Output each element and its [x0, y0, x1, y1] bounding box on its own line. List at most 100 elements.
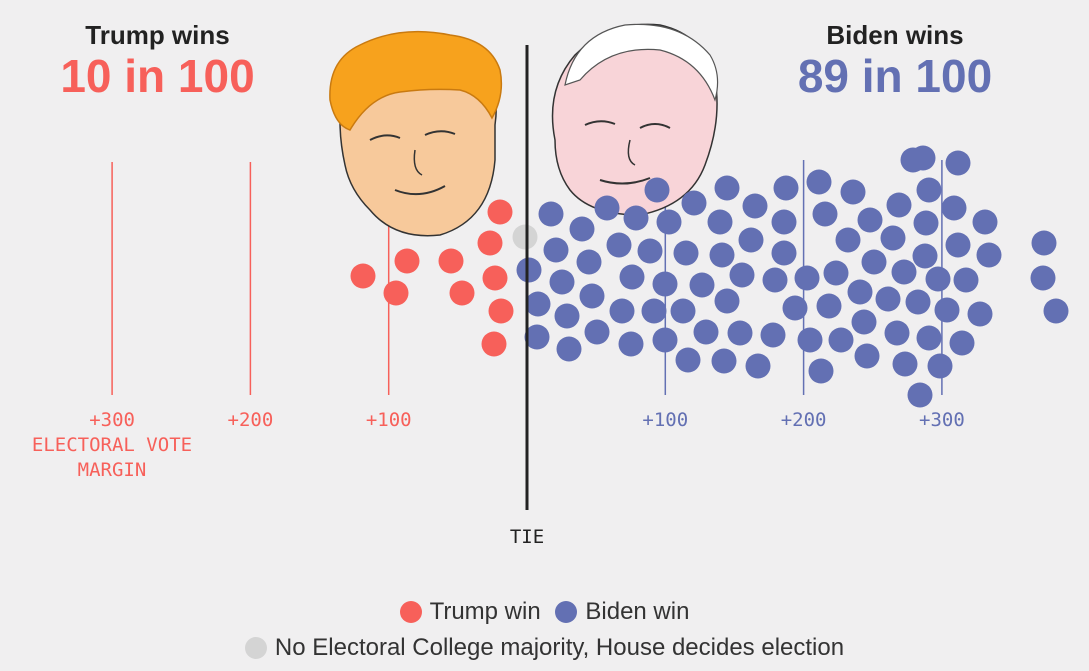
- biden-win-dot: [823, 260, 849, 286]
- biden-wins-label: Biden wins: [826, 20, 964, 50]
- biden-win-dot: [543, 237, 569, 263]
- biden-win-dot: [693, 319, 719, 345]
- biden-win-dot: [689, 272, 715, 298]
- biden-win-dot: [900, 147, 926, 173]
- tick-labels: +300 +200 +100 +100 +200 +300: [89, 409, 965, 431]
- biden-win-dot: [742, 193, 768, 219]
- biden-win-dot: [773, 175, 799, 201]
- biden-win-dot: [619, 264, 645, 290]
- house-decides-dot: [512, 224, 538, 250]
- biden-win-dot: [812, 201, 838, 227]
- biden-win-dot: [884, 320, 910, 346]
- biden-face-illustration: [551, 23, 719, 216]
- right-tick-label-200: +200: [781, 409, 827, 431]
- biden-win-dot: [579, 283, 605, 309]
- legend-biden-label: Biden win: [585, 598, 690, 625]
- biden-win-dot: [886, 192, 912, 218]
- biden-win-dot: [709, 242, 735, 268]
- biden-win-dot: [907, 382, 933, 408]
- biden-win-dot: [1031, 230, 1057, 256]
- biden-win-dot: [794, 265, 820, 291]
- biden-win-dot: [847, 279, 873, 305]
- biden-win-dot: [851, 309, 877, 335]
- biden-win-dot: [945, 150, 971, 176]
- right-tick-label-100: +100: [642, 409, 688, 431]
- biden-win-dot: [538, 201, 564, 227]
- legend-item-tie: No Electoral College majority, House dec…: [244, 634, 845, 662]
- trump-face-illustration: [329, 30, 503, 237]
- legend-tie-label: No Electoral College majority, House dec…: [274, 634, 845, 661]
- trump-win-dot: [487, 199, 513, 225]
- biden-win-dot: [762, 267, 788, 293]
- biden-win-dot: [941, 195, 967, 221]
- left-tick-label-200: +200: [228, 409, 274, 431]
- xlabel-line2: MARGIN: [78, 459, 147, 481]
- biden-win-dot: [808, 358, 834, 384]
- biden-win-dot: [745, 353, 771, 379]
- biden-win-dot: [828, 327, 854, 353]
- biden-win-dot: [854, 343, 880, 369]
- biden-win-dot: [953, 267, 979, 293]
- legend-primary: Trump win Biden win: [0, 598, 1089, 630]
- biden-win-dot: [729, 262, 755, 288]
- biden-win-dot: [934, 297, 960, 323]
- legend-item-trump: Trump win: [399, 598, 541, 626]
- biden-win-dot: [584, 319, 610, 345]
- biden-win-dot: [891, 259, 917, 285]
- biden-win-dot: [880, 225, 906, 251]
- trump-win-dot: [438, 248, 464, 274]
- legend-secondary: No Electoral College majority, House dec…: [0, 634, 1089, 666]
- biden-win-dot: [569, 216, 595, 242]
- xlabel-line1: ELECTORAL VOTE: [32, 434, 192, 456]
- biden-win-dot: [797, 327, 823, 353]
- biden-win-dot: [912, 243, 938, 269]
- biden-win-dot: [816, 293, 842, 319]
- biden-win-dot: [1043, 298, 1069, 324]
- biden-win-dot: [916, 177, 942, 203]
- biden-win-dot: [606, 232, 632, 258]
- biden-win-dot: [875, 286, 901, 312]
- biden-win-dot: [760, 322, 786, 348]
- biden-win-dot: [524, 324, 550, 350]
- biden-win-dot: [892, 351, 918, 377]
- biden-win-dot: [771, 240, 797, 266]
- biden-win-dot: [652, 327, 678, 353]
- biden-win-dot: [972, 209, 998, 235]
- biden-win-dot: [927, 353, 953, 379]
- biden-win-dot: [675, 347, 701, 373]
- left-tick-label-300: +300: [89, 409, 135, 431]
- tie-label: TIE: [510, 526, 544, 548]
- biden-win-dot: [714, 175, 740, 201]
- biden-win-dot: [656, 209, 682, 235]
- biden-win-dot: [556, 336, 582, 362]
- biden-win-dot: [976, 242, 1002, 268]
- biden-win-dot: [835, 227, 861, 253]
- biden-win-dot: [967, 301, 993, 327]
- biden-win-dot: [525, 291, 551, 317]
- biden-win-dot: [707, 209, 733, 235]
- biden-win-dot: [711, 348, 737, 374]
- biden-win-dot: [861, 249, 887, 275]
- biden-win-dot: [714, 288, 740, 314]
- biden-win-dot: [623, 205, 649, 231]
- biden-win-dot: [576, 249, 602, 275]
- biden-win-dot: [1030, 265, 1056, 291]
- biden-win-dot: [738, 227, 764, 253]
- biden-win-dot: [594, 195, 620, 221]
- trump-headline: Trump wins 10 in 100: [40, 20, 275, 101]
- biden-win-dot: [925, 266, 951, 292]
- biden-win-dot: [670, 298, 696, 324]
- biden-win-dot: [681, 190, 707, 216]
- biden-win-dot: [806, 169, 832, 195]
- biden-win-dot: [609, 298, 635, 324]
- trump-win-dot: [482, 265, 508, 291]
- biden-win-dot: [641, 298, 667, 324]
- legend-item-biden: Biden win: [555, 598, 689, 626]
- biden-win-dot: [516, 257, 542, 283]
- trump-win-dot: [383, 280, 409, 306]
- right-tick-label-300: +300: [919, 409, 965, 431]
- biden-win-dot: [771, 209, 797, 235]
- legend-trump-label: Trump win: [429, 598, 541, 625]
